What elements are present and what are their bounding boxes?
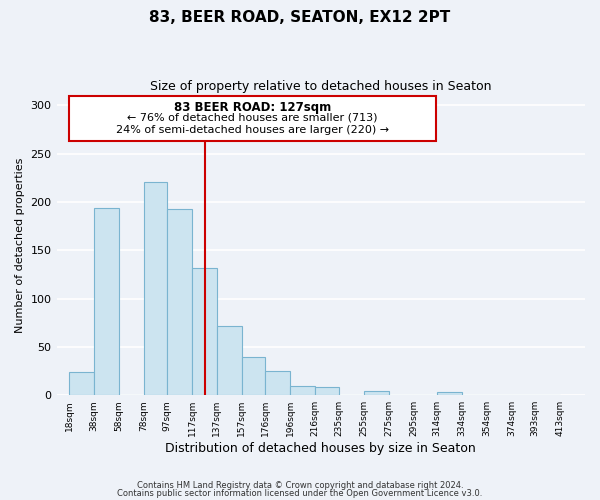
Text: 24% of semi-detached houses are larger (220) →: 24% of semi-detached houses are larger (… — [116, 124, 389, 134]
Y-axis label: Number of detached properties: Number of detached properties — [15, 158, 25, 333]
Text: 83 BEER ROAD: 127sqm: 83 BEER ROAD: 127sqm — [174, 102, 331, 114]
Bar — [437, 392, 462, 395]
Text: ← 76% of detached houses are smaller (713): ← 76% of detached houses are smaller (71… — [127, 113, 377, 123]
Bar — [315, 388, 339, 395]
Bar — [143, 182, 167, 395]
X-axis label: Distribution of detached houses by size in Seaton: Distribution of detached houses by size … — [166, 442, 476, 455]
Text: Contains HM Land Registry data © Crown copyright and database right 2024.: Contains HM Land Registry data © Crown c… — [137, 481, 463, 490]
Bar — [364, 392, 389, 395]
Bar — [69, 372, 94, 395]
Text: Contains public sector information licensed under the Open Government Licence v3: Contains public sector information licen… — [118, 488, 482, 498]
Title: Size of property relative to detached houses in Seaton: Size of property relative to detached ho… — [150, 80, 491, 93]
FancyBboxPatch shape — [69, 96, 436, 141]
Bar — [290, 386, 315, 395]
Bar — [242, 356, 265, 395]
Bar — [94, 208, 119, 395]
Bar — [217, 326, 242, 395]
Bar — [192, 268, 217, 395]
Bar — [167, 208, 192, 395]
Text: 83, BEER ROAD, SEATON, EX12 2PT: 83, BEER ROAD, SEATON, EX12 2PT — [149, 10, 451, 25]
Bar — [265, 371, 290, 395]
